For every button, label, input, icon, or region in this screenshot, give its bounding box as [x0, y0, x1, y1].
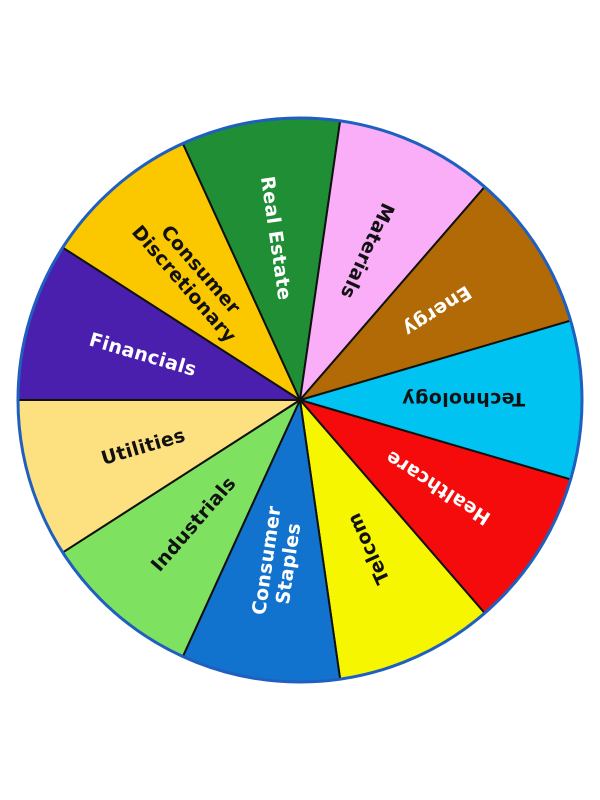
- wheel-hub: [298, 398, 302, 402]
- label-technology: Technology: [402, 388, 526, 410]
- label-line: Technology: [402, 388, 526, 410]
- wheel-rim: [16, 116, 584, 684]
